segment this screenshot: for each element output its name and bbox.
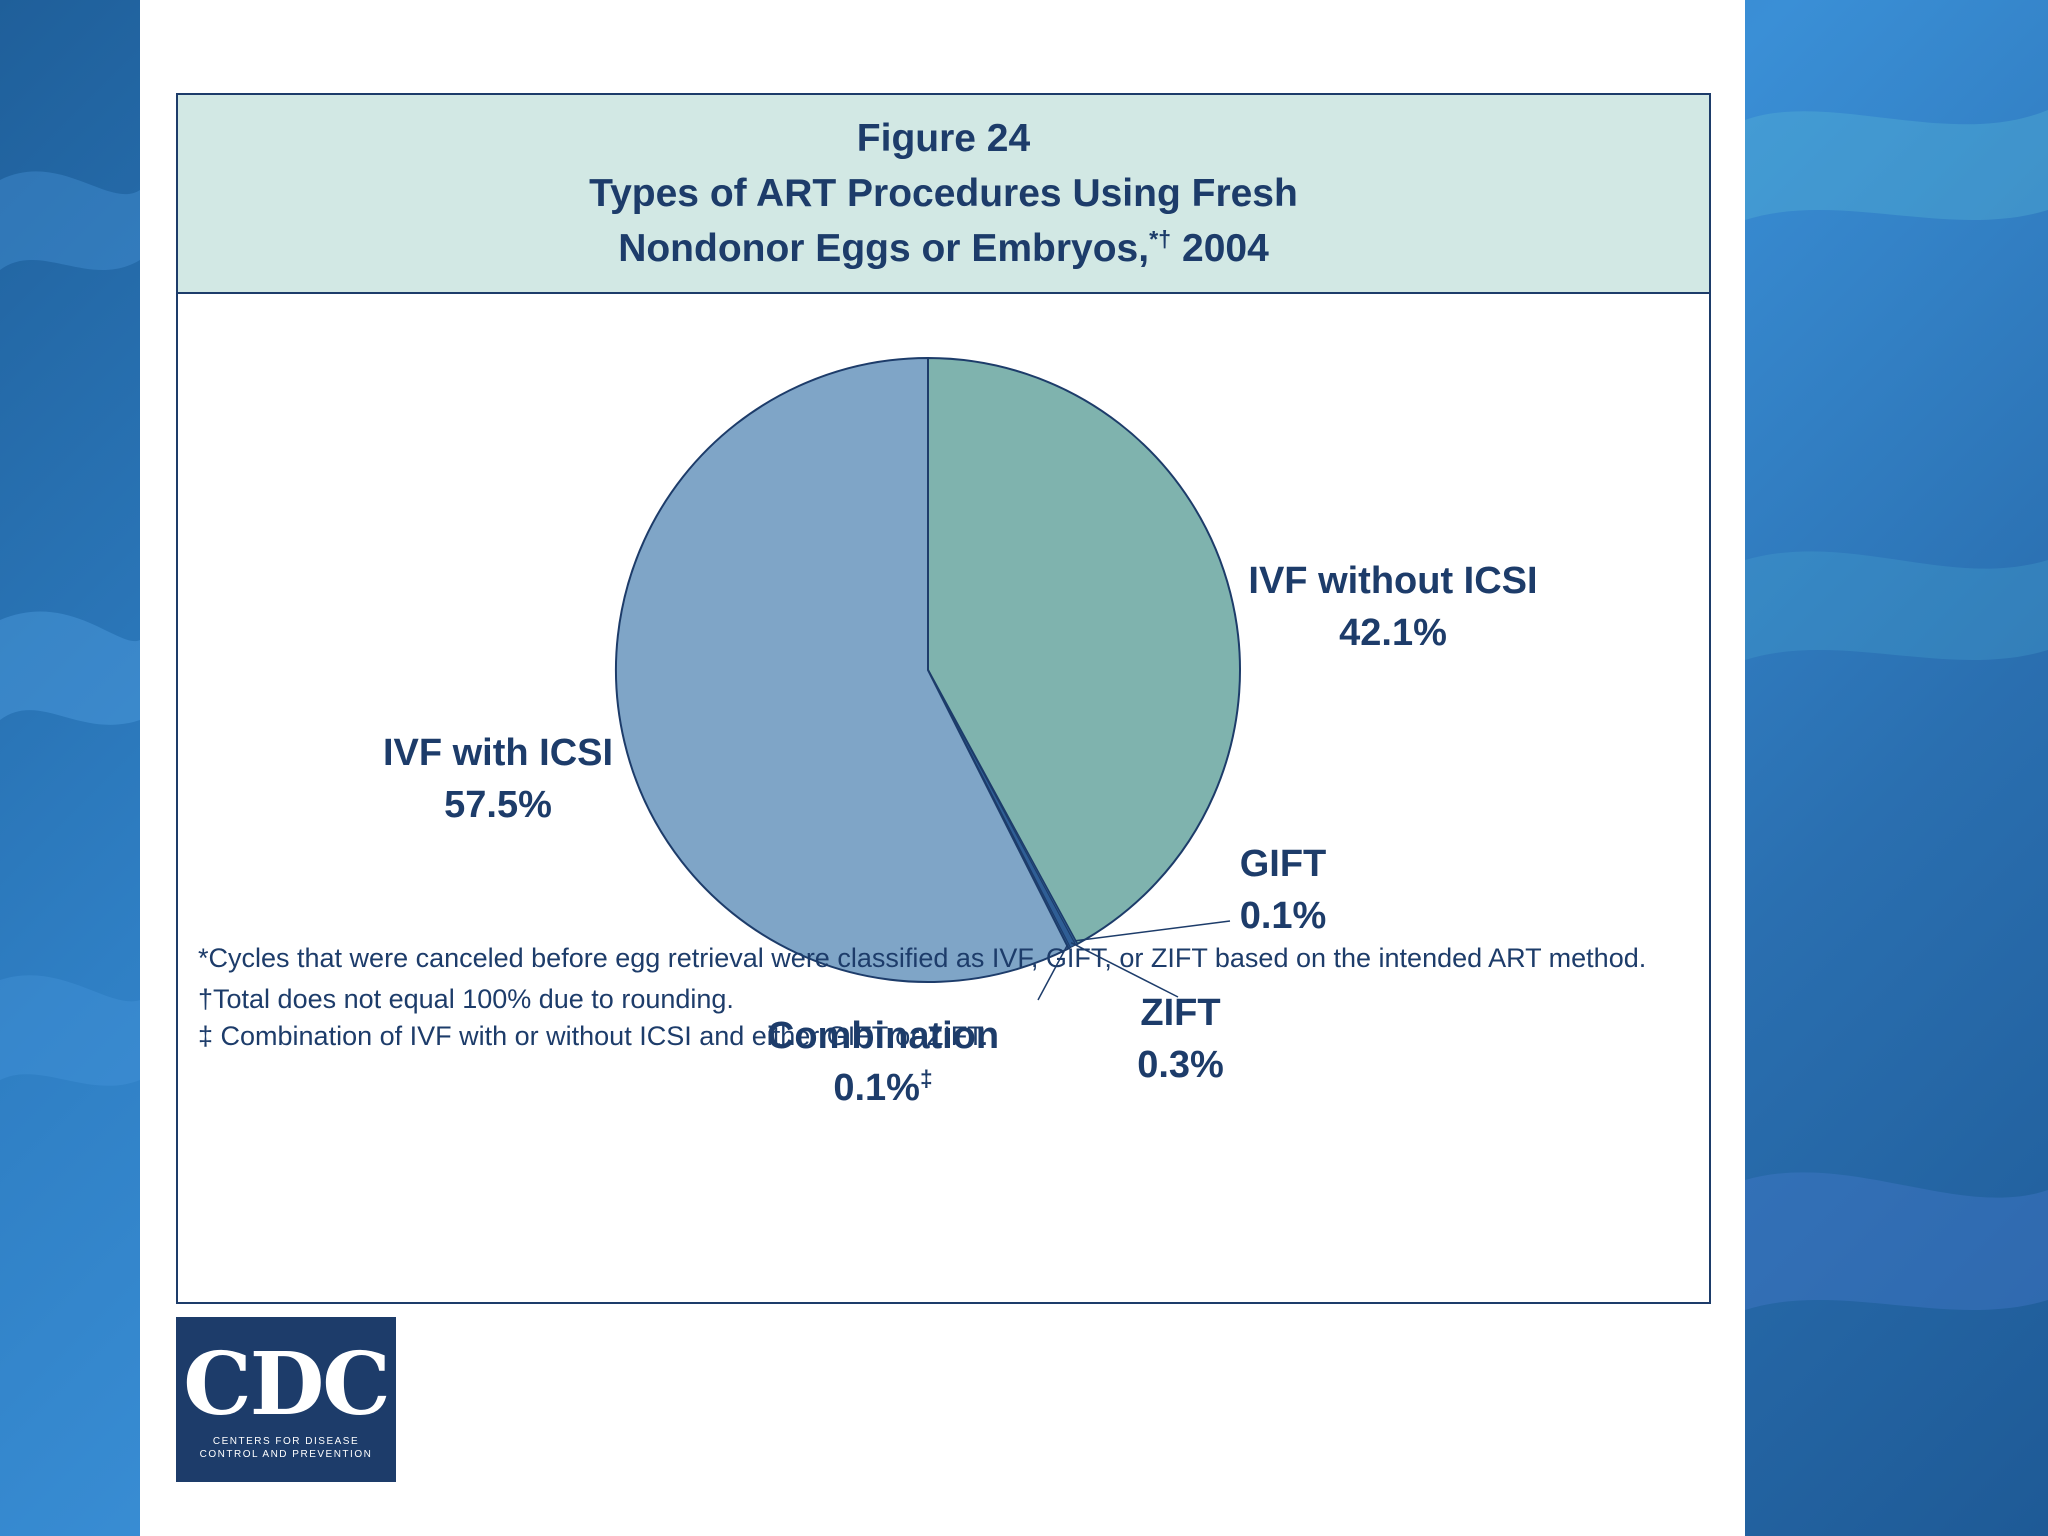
figure-title-line: Nondonor Eggs or Embryos,*† 2004 [618,221,1269,276]
leader-line-combination [1037,944,1069,1001]
slice-name: Combination [766,1015,1000,1057]
footnote-3: ‡ Combination of IVF with or without ICS… [198,1021,989,1051]
label-gift: GIFT 0.1% [1218,838,1348,942]
slice-value: 57.5% [444,784,552,826]
label-ivf-without-icsi: IVF without ICSI 42.1% [1228,555,1558,659]
label-ivf-with-icsi: IVF with ICSI 57.5% [333,727,663,831]
cdc-logo-subtitle-line: CONTROL AND PREVENTION [199,1448,373,1460]
figure-title-year: 2004 [1171,227,1269,270]
leader-line-zift [1070,942,1179,998]
slice-ivf-with-icsi [615,356,1070,983]
cdc-logo-text: CDC [183,1333,390,1435]
slice-name: IVF with ICSI [382,732,614,774]
slice-ivf-without-icsi [927,356,1241,946]
figure-title-band: Figure 24 Types of ART Procedures Using … [178,95,1709,294]
leader-line-gift [1074,920,1231,942]
figure-title-text: Nondonor Eggs or Embryos, [618,227,1150,270]
slice-name: GIFT [1239,843,1327,885]
slice-value-text: 0.1% [833,1067,920,1109]
figure-title-line: Types of ART Procedures Using Fresh [589,172,1298,215]
figure-frame: Figure 24 Types of ART Procedures Using … [176,93,1711,1304]
slice-value: 0.1%‡ [748,1062,1018,1114]
figure-number: Figure 24 [856,117,1031,160]
slice-name: ZIFT [1140,992,1221,1034]
slice-value: 0.3% [1137,1044,1224,1086]
slice-name: IVF without ICSI [1248,560,1538,602]
cdc-logo-subtitle-line: CENTERS FOR DISEASE [212,1435,360,1447]
footnote-2: †Total does not equal 100% due to roundi… [198,984,734,1014]
label-zift: ZIFT 0.3% [1108,987,1253,1091]
slice-value: 42.1% [1339,612,1447,654]
cdc-logo: CDC CENTERS FOR DISEASE CONTROL AND PREV… [176,1317,396,1482]
slice-footnote-mark: ‡ [919,1065,933,1092]
footnote-1: *Cycles that were canceled before egg re… [198,943,1647,973]
pie-chart [615,356,1241,1001]
footnotes: *Cycles that were canceled before egg re… [198,940,1688,1055]
title-footnote-marks: *† [1149,226,1172,252]
cdc-logo-subtitle: CENTERS FOR DISEASE CONTROL AND PREVENTI… [200,1435,373,1461]
label-combination: Combination 0.1%‡ [748,1010,1018,1114]
slice-value: 0.1% [1239,895,1327,937]
